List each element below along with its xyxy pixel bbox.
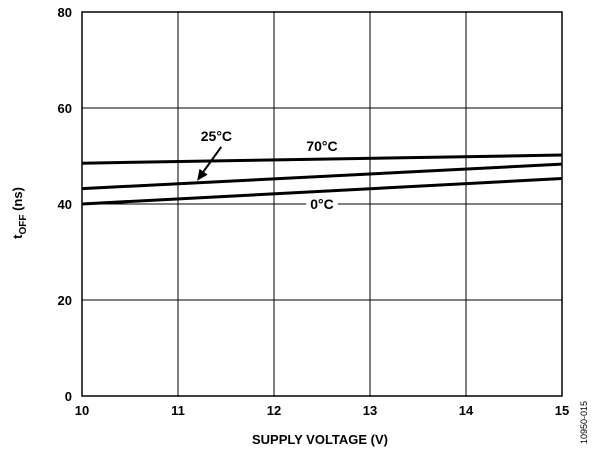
y-axis-title-sub: OFF <box>18 215 29 235</box>
curve-label-0c: 0°C <box>310 196 334 212</box>
series-line-0 <box>81 153 563 165</box>
y-tick-label: 0 <box>65 389 72 404</box>
x-tick-label: 10 <box>75 403 89 418</box>
arrow-25c-head <box>197 168 208 181</box>
x-tick-label: 11 <box>171 403 185 418</box>
tick-labels: 10 11 12 13 14 15 0 20 40 60 80 <box>58 5 570 418</box>
series-line-1 <box>81 162 563 191</box>
figure-id: 10950-015 <box>579 401 589 444</box>
y-tick-label: 80 <box>58 5 72 20</box>
y-axis-title: tOFF (ns) <box>10 187 29 239</box>
y-tick-label: 20 <box>58 293 72 308</box>
arrow-25c-shaft <box>200 146 223 176</box>
curve-label-0c-bg <box>306 196 338 212</box>
series-line-2 <box>81 177 563 206</box>
x-tick-label: 14 <box>459 403 474 418</box>
curve-label-70c: 70°C <box>306 138 337 154</box>
x-axis-title: SUPPLY VOLTAGE (V) <box>252 432 388 447</box>
curve-labels: 70°C 0°C 25°C <box>196 127 342 212</box>
curve-label-25c-bg <box>196 127 237 144</box>
x-tick-label: 12 <box>267 403 281 418</box>
curve-label-70c-bg <box>302 138 342 155</box>
y-tick-label: 60 <box>58 101 72 116</box>
series-lines <box>81 153 563 206</box>
y-axis-title-unit: (ns) <box>10 187 25 214</box>
y-tick-label: 40 <box>58 197 72 212</box>
x-tick-label: 13 <box>363 403 377 418</box>
x-tick-label: 15 <box>555 403 569 418</box>
curve-label-25c: 25°C <box>201 128 232 144</box>
y-axis-title-main: t <box>10 234 25 239</box>
